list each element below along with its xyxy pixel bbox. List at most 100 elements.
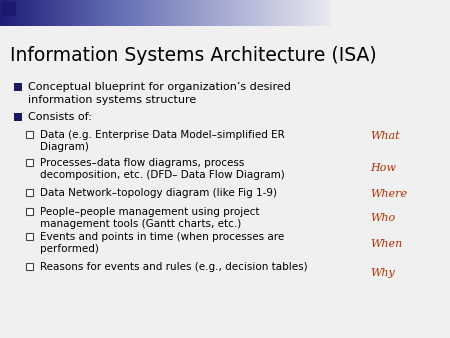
Bar bbox=[235, 0, 240, 26]
Bar bbox=[13, 0, 17, 26]
Bar bbox=[231, 0, 236, 26]
Bar bbox=[305, 0, 310, 26]
Bar bbox=[58, 0, 63, 26]
Bar bbox=[322, 0, 326, 26]
Bar bbox=[21, 0, 25, 26]
Bar bbox=[33, 0, 38, 26]
Bar bbox=[45, 0, 50, 26]
Bar bbox=[268, 0, 273, 26]
Bar bbox=[219, 0, 223, 26]
Bar bbox=[26, 263, 33, 270]
Bar bbox=[26, 189, 33, 196]
Bar bbox=[82, 0, 87, 26]
Bar bbox=[37, 0, 42, 26]
Bar bbox=[190, 0, 194, 26]
Bar bbox=[276, 0, 281, 26]
Bar bbox=[8, 0, 13, 26]
Bar bbox=[99, 0, 104, 26]
Bar bbox=[252, 0, 256, 26]
Bar bbox=[103, 0, 108, 26]
Bar bbox=[144, 0, 149, 26]
Bar bbox=[198, 0, 202, 26]
Bar bbox=[206, 0, 211, 26]
Bar bbox=[202, 0, 207, 26]
Bar bbox=[297, 0, 302, 26]
Bar bbox=[157, 0, 162, 26]
Bar bbox=[70, 0, 75, 26]
Bar bbox=[41, 0, 46, 26]
Bar bbox=[132, 0, 137, 26]
Text: Events and points in time (when processes are
performed): Events and points in time (when processe… bbox=[40, 232, 284, 255]
Bar bbox=[310, 0, 314, 26]
Bar bbox=[153, 0, 157, 26]
Bar bbox=[301, 0, 306, 26]
Bar bbox=[128, 0, 132, 26]
Text: Data Network–topology diagram (like Fig 1-9): Data Network–topology diagram (like Fig … bbox=[40, 188, 277, 198]
Bar bbox=[148, 0, 153, 26]
Bar bbox=[26, 131, 33, 138]
Bar bbox=[26, 208, 33, 215]
Text: People–people management using project
management tools (Gantt charts, etc.): People–people management using project m… bbox=[40, 207, 260, 230]
Bar bbox=[280, 0, 285, 26]
Bar bbox=[4, 0, 9, 26]
Bar bbox=[248, 0, 252, 26]
Text: Processes–data flow diagrams, process
decomposition, etc. (DFD– Data Flow Diagra: Processes–data flow diagrams, process de… bbox=[40, 158, 285, 180]
Bar bbox=[17, 0, 21, 26]
Bar bbox=[14, 113, 22, 121]
Bar bbox=[116, 0, 120, 26]
Text: How: How bbox=[370, 163, 396, 173]
Text: Conceptual blueprint for organization’s desired
information systems structure: Conceptual blueprint for organization’s … bbox=[28, 82, 291, 105]
Bar bbox=[29, 0, 33, 26]
Bar bbox=[50, 0, 54, 26]
Text: When: When bbox=[370, 239, 402, 249]
Bar bbox=[169, 0, 174, 26]
Bar bbox=[223, 0, 227, 26]
Bar bbox=[120, 0, 124, 26]
Bar bbox=[326, 0, 330, 26]
Bar bbox=[62, 0, 67, 26]
Text: Who: Who bbox=[370, 213, 395, 223]
Bar bbox=[293, 0, 297, 26]
Bar bbox=[173, 0, 178, 26]
Bar bbox=[314, 0, 318, 26]
Bar bbox=[210, 0, 215, 26]
Bar bbox=[112, 0, 116, 26]
Text: What: What bbox=[370, 131, 400, 141]
Bar bbox=[2, 2, 16, 16]
Bar bbox=[140, 0, 145, 26]
Text: Where: Where bbox=[370, 189, 407, 199]
Bar bbox=[243, 0, 248, 26]
Bar bbox=[181, 0, 186, 26]
Bar bbox=[194, 0, 198, 26]
Bar bbox=[264, 0, 269, 26]
Bar bbox=[272, 0, 277, 26]
Bar bbox=[124, 0, 128, 26]
Text: Information Systems Architecture (ISA): Information Systems Architecture (ISA) bbox=[10, 46, 377, 65]
Bar bbox=[136, 0, 141, 26]
Bar bbox=[227, 0, 231, 26]
Bar bbox=[26, 233, 33, 240]
Bar bbox=[78, 0, 83, 26]
Bar bbox=[25, 0, 29, 26]
Bar bbox=[0, 0, 4, 26]
Bar bbox=[86, 0, 91, 26]
Bar bbox=[177, 0, 182, 26]
Bar bbox=[260, 0, 265, 26]
Bar bbox=[91, 0, 95, 26]
Bar bbox=[239, 0, 244, 26]
Bar bbox=[14, 83, 22, 91]
Bar bbox=[74, 0, 79, 26]
Bar bbox=[26, 159, 33, 166]
Bar bbox=[165, 0, 170, 26]
Bar bbox=[54, 0, 58, 26]
Bar bbox=[107, 0, 112, 26]
Text: Consists of:: Consists of: bbox=[28, 112, 92, 122]
Text: Why: Why bbox=[370, 268, 395, 278]
Bar bbox=[161, 0, 166, 26]
Text: Data (e.g. Enterprise Data Model–simplified ER
Diagram): Data (e.g. Enterprise Data Model–simplif… bbox=[40, 130, 285, 152]
Bar bbox=[284, 0, 289, 26]
Bar bbox=[289, 0, 293, 26]
Bar bbox=[256, 0, 261, 26]
Bar bbox=[66, 0, 71, 26]
Text: Reasons for events and rules (e.g., decision tables): Reasons for events and rules (e.g., deci… bbox=[40, 262, 308, 272]
